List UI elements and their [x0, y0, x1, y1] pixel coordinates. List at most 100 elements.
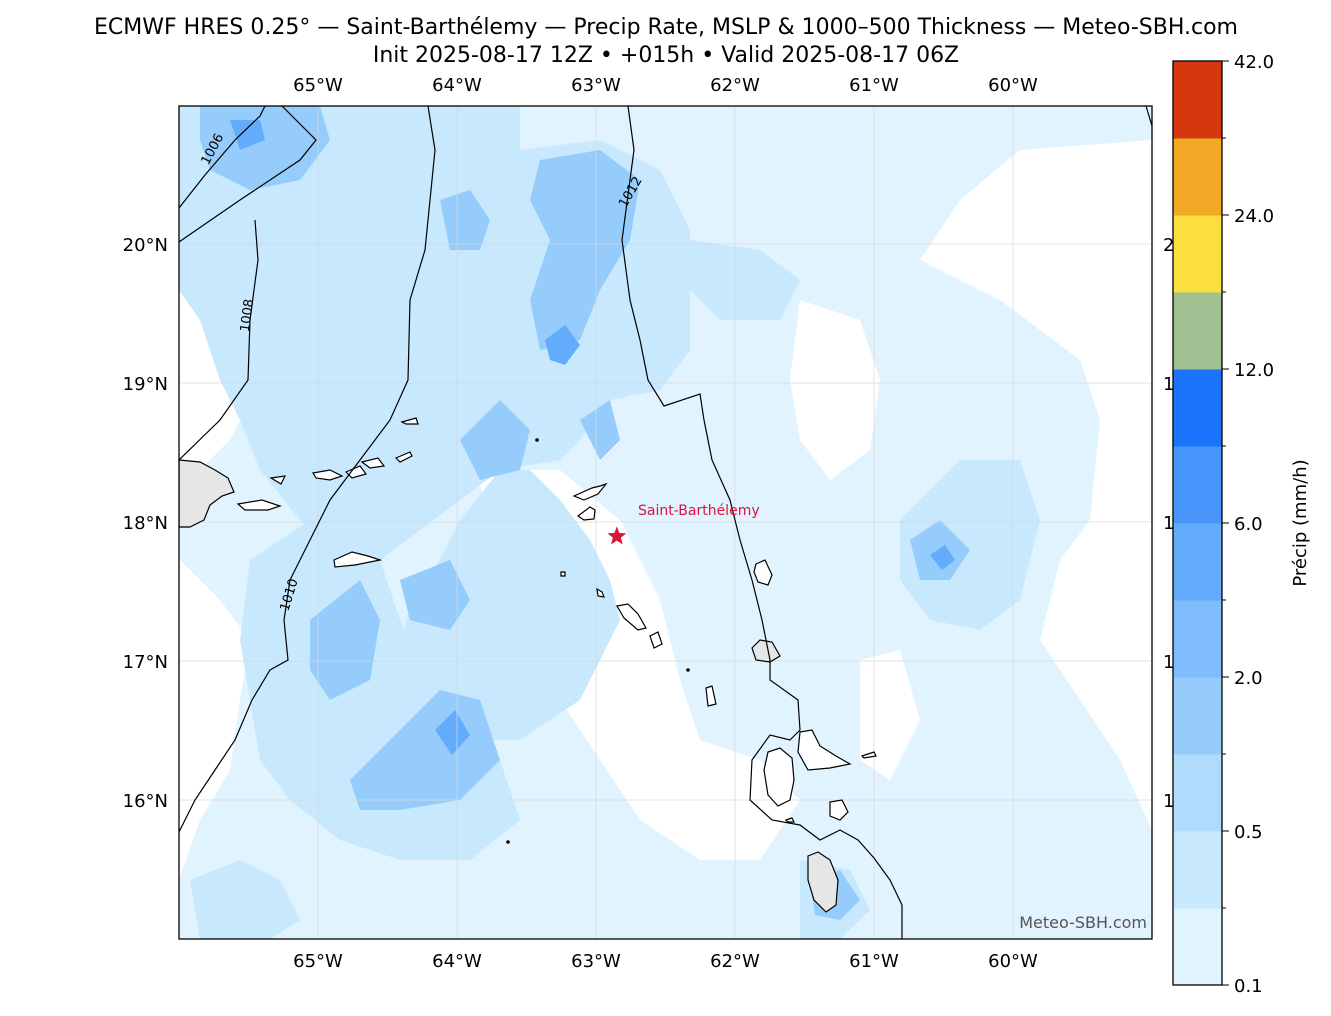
colorbar-segment	[1173, 908, 1222, 986]
title-line-2: Init 2025-08-17 12Z • +015h • Valid 2025…	[373, 43, 959, 68]
colorbar-label-0-1: 0.1	[1234, 976, 1263, 997]
coastlines	[179, 417, 877, 913]
colorbar-segment	[1173, 215, 1222, 293]
islet-aves	[506, 840, 510, 844]
location-marker-star-icon	[607, 526, 627, 545]
colorbar-segments	[1173, 61, 1222, 986]
colorbar-segment	[1173, 831, 1222, 909]
isobar-1006-b	[179, 106, 317, 243]
lon-label-bottom-60w: 60°W	[988, 951, 1038, 972]
lat-labels-right-fragments: 2 1 1 1 1	[1163, 235, 1174, 812]
lon-label-top-62w: 62°W	[710, 75, 760, 96]
colorbar-segment	[1173, 138, 1222, 216]
colorbar-segment	[1173, 446, 1222, 524]
precip-area-white-3	[790, 300, 880, 480]
precip-area-white-4	[860, 650, 920, 780]
location-marker-group: Saint-Barthélemy	[607, 503, 760, 545]
colorbar-tick-labels: 0.1 0.5 2.0 6.0 12.0 24.0 42.0	[1222, 52, 1274, 997]
island-barbuda	[753, 559, 773, 586]
island-st-john	[344, 465, 368, 479]
colorbar-label-2-0: 2.0	[1234, 668, 1263, 689]
precip-area-strong-5	[243, 126, 256, 146]
precip-area-strong-3	[435, 710, 470, 755]
precip-area-mid-5	[400, 560, 470, 630]
watermark: Meteo-SBH.com	[1019, 913, 1147, 932]
colorbar: 0.1 0.5 2.0 6.0 12.0 24.0 42.0 Précip (m…	[1172, 52, 1311, 997]
precip-area-strong-4	[930, 545, 955, 570]
isobar-north-east	[1145, 106, 1152, 127]
precip-area-mid-4	[310, 580, 380, 700]
colorbar-segment	[1173, 369, 1222, 447]
island-montserrat	[705, 685, 717, 707]
colorbar-segment	[1173, 600, 1222, 678]
colorbar-label-24-0: 24.0	[1234, 206, 1274, 227]
isobar-1006	[179, 106, 266, 209]
colorbar-segment	[1173, 292, 1222, 370]
island-st-thomas	[312, 469, 344, 481]
precip-area-mid-3	[440, 190, 490, 250]
precip-area-light-4	[900, 460, 1040, 630]
lon-label-bottom-64w: 64°W	[432, 951, 482, 972]
colorbar-segment	[1173, 754, 1222, 832]
colorbar-label-42-0: 42.0	[1234, 52, 1274, 73]
island-st-croix	[333, 551, 383, 568]
lat-label-17n: 17°N	[123, 652, 168, 673]
lon-labels-top: 65°W 64°W 63°W 62°W 61°W 60°W	[293, 75, 1038, 96]
island-les-saintes	[784, 817, 795, 823]
island-culebra	[269, 475, 287, 485]
island-anguilla	[572, 482, 608, 501]
islet-redonda	[686, 668, 690, 672]
isobar-1010	[179, 106, 436, 833]
island-vieques	[236, 499, 282, 511]
lon-label-top-61w: 61°W	[849, 75, 899, 96]
isobar-1008	[179, 219, 259, 461]
lat-label-19n: 19°N	[123, 374, 168, 395]
location-label: Saint-Barthélemy	[638, 503, 760, 519]
lat-label-18n: 18°N	[123, 513, 168, 534]
island-st-eustatius	[596, 587, 605, 598]
colorbar-axis-label: Précip (mm/h)	[1290, 459, 1311, 586]
lon-label-bottom-65w: 65°W	[293, 951, 343, 972]
lat-label-16n: 16°N	[123, 791, 168, 812]
island-dominica	[807, 851, 839, 913]
isobar-label-1008: 1008	[238, 298, 257, 333]
lon-label-top-65w: 65°W	[293, 75, 343, 96]
lon-label-top-60w: 60°W	[988, 75, 1038, 96]
colorbar-segment	[1173, 523, 1222, 601]
precip-area-mid-2	[530, 150, 640, 350]
colorbar-segment	[1173, 61, 1222, 139]
colorbar-label-0-5: 0.5	[1234, 822, 1263, 843]
island-st-kitts	[616, 603, 647, 631]
graticule	[179, 106, 1152, 939]
island-saba	[560, 571, 566, 577]
lat-label-right-fragment-3: 1	[1163, 513, 1174, 534]
island-marie-galante	[829, 799, 849, 821]
colorbar-label-6-0: 6.0	[1234, 514, 1263, 535]
island-st-martin	[576, 506, 596, 521]
isobars	[179, 106, 1152, 939]
precip-area-strong-2	[545, 325, 580, 365]
puerto-rico-east-coast	[179, 459, 235, 528]
map-frame	[178, 105, 1153, 940]
lat-label-right-fragment-4: 1	[1163, 652, 1174, 673]
lat-label-right-fragment-5: 1	[1163, 791, 1174, 812]
island-tortola	[360, 457, 386, 469]
island-virgin-gorda	[394, 451, 413, 463]
island-anegada	[400, 417, 419, 425]
precip-area-light-5	[690, 240, 800, 320]
colorbar-minor-ticks	[1222, 137, 1226, 909]
island-nevis	[649, 631, 663, 649]
lon-label-bottom-62w: 62°W	[710, 951, 760, 972]
islet-sombrero	[535, 438, 539, 442]
precip-area-mid-9	[580, 400, 620, 460]
precip-area-mid-6	[350, 690, 500, 810]
lat-label-20n: 20°N	[123, 235, 168, 256]
precip-area-mid-8	[460, 400, 530, 480]
map-layers: 1006 1008 1010 1012 Saint-Barthélemy Met…	[179, 106, 1152, 939]
lat-labels-left: 20°N 19°N 18°N 17°N 16°N	[123, 235, 168, 812]
lon-label-bottom-61w: 61°W	[849, 951, 899, 972]
lon-labels-bottom: 65°W 64°W 63°W 62°W 61°W 60°W	[293, 951, 1038, 972]
island-la-desirade	[860, 751, 877, 759]
